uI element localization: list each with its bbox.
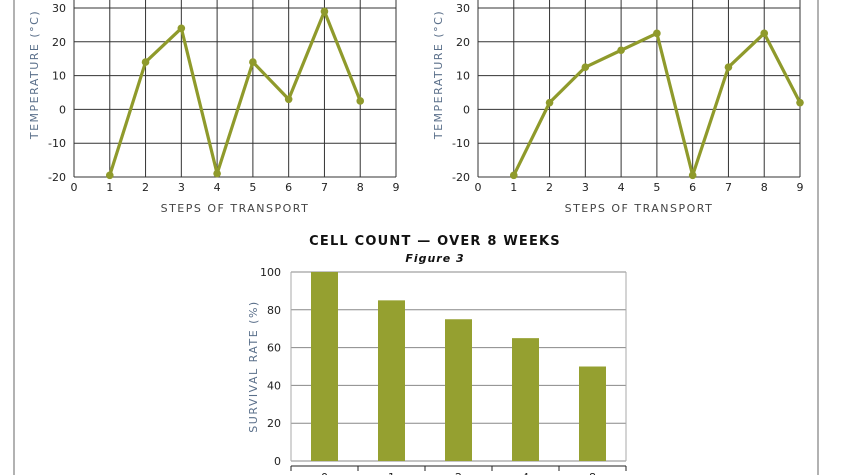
x-tick-label: 4 — [522, 471, 529, 475]
x-tick-label: 0 — [321, 471, 328, 475]
x-tick-label: 2 — [455, 471, 462, 475]
x-tick-label: 2 — [546, 181, 553, 194]
x-tick-label: 8 — [761, 181, 768, 194]
y-axis-label: SURVIVAL RATE (%) — [247, 300, 260, 432]
y-tick-label: 0 — [274, 455, 281, 468]
y-tick-label: 20 — [52, 36, 66, 49]
y-axis-label: TEMPERATURE (°C) — [432, 10, 445, 140]
x-tick-label: 3 — [178, 181, 185, 194]
x-tick-label: 4 — [214, 181, 221, 194]
y-tick-label: 30 — [456, 2, 470, 15]
data-point — [760, 29, 769, 38]
x-tick-label: 0 — [71, 181, 78, 194]
bar — [445, 319, 472, 461]
data-point — [356, 97, 365, 105]
x-tick-label: 3 — [582, 181, 589, 194]
bar — [311, 272, 338, 461]
bar — [512, 338, 539, 461]
x-tick-label: 9 — [797, 181, 804, 194]
x-tick-label: 1 — [106, 181, 113, 194]
y-tick-label: -10 — [48, 137, 66, 150]
x-tick-label: 0 — [475, 181, 482, 194]
y-tick-label: 20 — [456, 36, 470, 49]
data-point — [177, 24, 186, 33]
x-tick-label: 8 — [357, 181, 364, 194]
y-tick-label: 0 — [59, 103, 66, 116]
y-tick-label: -10 — [452, 137, 470, 150]
data-point — [724, 63, 733, 71]
series-line — [108, 9, 362, 176]
data-point — [213, 169, 221, 178]
y-tick-label: -20 — [48, 171, 66, 184]
y-tick-label: 80 — [267, 304, 281, 317]
line-chart-2: 0 1 2 3 4 5 6 7 8 9 -20 -10 0 10 20 30 STEPS OF TRANSPOR… — [432, 0, 804, 215]
y-tick-label: -20 — [452, 171, 470, 184]
x-tick-label: 5 — [249, 181, 256, 194]
data-point — [545, 98, 554, 107]
data-point — [796, 98, 804, 107]
x-tick-label: 6 — [689, 181, 696, 194]
data-point — [320, 7, 329, 16]
x-tick-label: 8 — [589, 471, 596, 475]
x-axis-label: STEPS OF TRANSPORT — [161, 202, 310, 215]
x-tick-label: 6 — [285, 181, 292, 194]
y-tick-label: 10 — [52, 70, 66, 83]
y-tick-label: 100 — [260, 266, 281, 279]
chart-title: CELL COUNT — OVER 8 WEEKS — [309, 234, 561, 249]
bar-chart-cell-count: CELL COUNT — OVER 8 WEEKS Figure 3 02040… — [247, 234, 627, 475]
x-tick-label: 5 — [653, 181, 660, 194]
y-axis-label: TEMPERATURE (°C) — [28, 10, 41, 140]
data-point — [617, 46, 625, 55]
y-tick-label: 60 — [267, 342, 281, 355]
chart-subtitle: Figure 3 — [405, 252, 464, 265]
data-point — [688, 171, 697, 180]
y-tick-label: 20 — [267, 417, 281, 430]
data-point — [284, 95, 293, 104]
data-point — [581, 63, 590, 71]
data-point — [249, 58, 257, 66]
x-tick-label: 4 — [618, 181, 625, 194]
x-tick-label: 2 — [142, 181, 149, 194]
x-tick-label: 1 — [510, 181, 517, 194]
data-point — [509, 171, 518, 180]
data-point — [141, 58, 150, 66]
x-tick-label: 7 — [725, 181, 732, 194]
x-axis-label: STEPS OF TRANSPORT — [565, 202, 714, 215]
data-point — [105, 171, 114, 180]
y-tick-label: 10 — [456, 70, 470, 83]
y-tick-label: 40 — [267, 379, 281, 392]
y-tick-label: 30 — [52, 2, 66, 15]
data-point — [653, 29, 661, 38]
x-tick-label: 7 — [321, 181, 328, 194]
bar — [579, 366, 606, 461]
x-tick-label: 1 — [388, 471, 395, 475]
line-chart-1: 0 1 2 3 4 5 6 7 8 9 -20 -10 0 10 20 30 STEPS OF TRANSPOR… — [28, 0, 400, 215]
y-tick-label: 0 — [463, 103, 470, 116]
bar — [378, 300, 405, 461]
x-tick-label: 9 — [393, 181, 400, 194]
